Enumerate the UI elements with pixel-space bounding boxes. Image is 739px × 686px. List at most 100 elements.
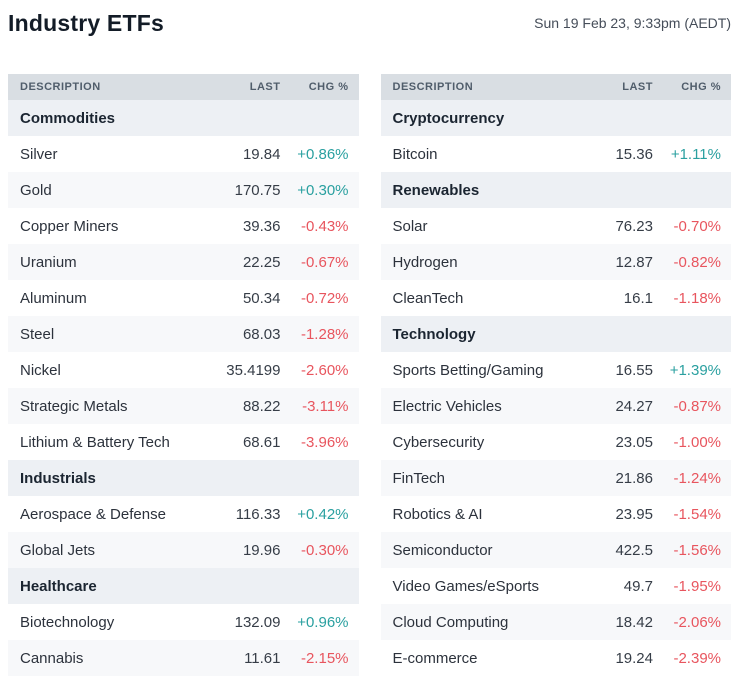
etf-change-percent: -1.24% — [673, 469, 721, 487]
etf-description: Strategic Metals — [20, 397, 128, 415]
table-row[interactable]: Video Games/eSports 49.7 -1.95% — [381, 568, 732, 604]
table-row[interactable]: Lithium & Battery Tech 68.61 -3.96% — [8, 424, 359, 460]
etf-change-percent: -3.11% — [302, 397, 349, 415]
etf-change-percent: -2.06% — [673, 613, 721, 631]
table-row[interactable]: Bitcoin 15.36 +1.11% — [381, 136, 732, 172]
table-body: Cryptocurrency Bitcoin 15.36 +1.11% Renewabl… — [380, 100, 732, 676]
etf-description: Aluminum — [20, 289, 87, 307]
etf-last-price: 68.03 — [242, 325, 281, 343]
etf-change-percent: +0.30% — [297, 181, 349, 199]
etf-last-price: 116.33 — [235, 505, 281, 523]
etf-change-percent: -0.30% — [300, 541, 349, 559]
etf-last-price: 19.24 — [615, 649, 653, 667]
section-header-row: Technology — [380, 316, 731, 352]
table-column-header: DESCRIPTION LAST CHG % — [380, 74, 731, 100]
etf-description: Cybersecurity — [392, 433, 485, 451]
table-row[interactable]: Robotics & AI 23.95 -1.54% — [381, 496, 732, 532]
table-row[interactable]: Aerospace & Defense 116.33 +0.42% — [8, 496, 359, 532]
etf-last-price: 50.34 — [242, 289, 281, 307]
table-row[interactable]: E-commerce 19.24 -2.39% — [381, 640, 732, 676]
etf-change-percent: -1.00% — [673, 433, 721, 451]
etf-change-percent: +0.86% — [297, 145, 349, 163]
etf-change-percent: -1.54% — [673, 505, 721, 523]
etf-last-price: 88.22 — [242, 397, 281, 415]
etf-change-percent: -1.18% — [673, 289, 721, 307]
etf-description: CleanTech — [392, 289, 464, 307]
etf-last-price: 22.25 — [242, 253, 281, 271]
column-header-chg: CHG % — [308, 81, 349, 93]
etf-last-price: 35.4199 — [226, 361, 281, 379]
etf-description: Gold — [20, 181, 52, 199]
table-row[interactable]: Cybersecurity 23.05 -1.00% — [381, 424, 732, 460]
column-header-description: DESCRIPTION — [20, 81, 101, 93]
table-row[interactable]: Biotechnology 132.09 +0.96% — [8, 604, 359, 640]
etf-description: Global Jets — [20, 541, 96, 559]
etf-change-percent: -1.56% — [673, 541, 721, 559]
etf-change-percent: -0.82% — [673, 253, 721, 271]
table-row[interactable]: Steel 68.03 -1.28% — [8, 316, 359, 352]
etf-last-price: 24.27 — [615, 397, 653, 415]
etf-last-price: 11.61 — [244, 649, 281, 667]
table-row[interactable]: Cannabis 11.61 -2.15% — [8, 640, 359, 676]
table-row[interactable]: FinTech 21.86 -1.24% — [380, 460, 731, 496]
etf-last-price: 23.05 — [615, 433, 653, 451]
etf-change-percent: -2.39% — [673, 649, 721, 667]
table-row[interactable]: CleanTech 16.1 -1.18% — [381, 280, 732, 316]
etf-change-percent: +0.42% — [297, 505, 349, 523]
etf-change-percent: -1.28% — [300, 325, 349, 343]
timestamp: Sun 19 Feb 23, 9:33pm (AEDT) — [534, 15, 731, 31]
section-header-row: Industrials — [8, 460, 359, 496]
etf-last-price: 76.23 — [615, 217, 653, 235]
etf-last-price: 132.09 — [234, 613, 281, 631]
table-row[interactable]: Solar 76.23 -0.70% — [381, 208, 732, 244]
table-row[interactable]: Global Jets 19.96 -0.30% — [8, 532, 359, 568]
table-row[interactable]: Nickel 35.4199 -2.60% — [8, 352, 359, 388]
etf-change-percent: -0.43% — [300, 217, 349, 235]
section-header-row: Healthcare — [8, 568, 359, 604]
etf-description: E-commerce — [392, 649, 478, 667]
etf-description: Uranium — [20, 253, 77, 271]
etf-table-right: DESCRIPTION LAST CHG % Cryptocurrency Bit… — [380, 74, 732, 676]
table-column-header: DESCRIPTION LAST CHG % — [8, 74, 359, 100]
page-title: Industry ETFs — [8, 10, 164, 36]
table-row[interactable]: Silver 19.84 +0.86% — [8, 136, 359, 172]
section-title: Commodities — [20, 109, 116, 127]
etf-last-price: 39.36 — [242, 217, 281, 235]
section-header-row: Commodities — [8, 100, 359, 136]
etf-description: Copper Miners — [20, 217, 119, 235]
etf-last-price: 18.42 — [615, 613, 653, 631]
etf-description: Bitcoin — [392, 145, 438, 163]
etf-description: Cloud Computing — [392, 613, 509, 631]
etf-last-price: 12.87 — [615, 253, 653, 271]
table-row[interactable]: Hydrogen 12.87 -0.82% — [380, 244, 731, 280]
section-header-row: Renewables — [380, 172, 731, 208]
etf-last-price: 15.36 — [615, 145, 653, 163]
etf-description: Video Games/eSports — [392, 577, 539, 595]
table-row[interactable]: Semiconductor 422.5 -1.56% — [380, 532, 731, 568]
etf-description: Nickel — [20, 361, 61, 379]
table-row[interactable]: Electric Vehicles 24.27 -0.87% — [380, 388, 731, 424]
section-title: Cryptocurrency — [392, 109, 505, 127]
etf-description: Solar — [392, 217, 428, 235]
etf-last-price: 170.75 — [234, 181, 281, 199]
etf-last-price: 68.61 — [242, 433, 281, 451]
table-row[interactable]: Uranium 22.25 -0.67% — [8, 244, 359, 280]
etf-last-price: 23.95 — [615, 505, 653, 523]
table-row[interactable]: Cloud Computing 18.42 -2.06% — [380, 604, 731, 640]
etf-last-price: 16.55 — [615, 361, 653, 379]
column-header-last: LAST — [622, 81, 653, 93]
table-row[interactable]: Aluminum 50.34 -0.72% — [8, 280, 359, 316]
section-title: Renewables — [392, 181, 480, 199]
table-row[interactable]: Sports Betting/Gaming 16.55 +1.39% — [381, 352, 732, 388]
etf-change-percent: -2.15% — [300, 649, 349, 667]
etf-description: Steel — [20, 325, 55, 343]
etf-description: Semiconductor — [392, 541, 493, 559]
etf-last-price: 19.96 — [242, 541, 281, 559]
column-header-description: DESCRIPTION — [392, 81, 474, 93]
etf-change-percent: -0.72% — [300, 289, 349, 307]
table-row[interactable]: Copper Miners 39.36 -0.43% — [8, 208, 359, 244]
etf-change-percent: -1.95% — [673, 577, 721, 595]
table-row[interactable]: Strategic Metals 88.22 -3.11% — [8, 388, 359, 424]
table-row[interactable]: Gold 170.75 +0.30% — [8, 172, 359, 208]
